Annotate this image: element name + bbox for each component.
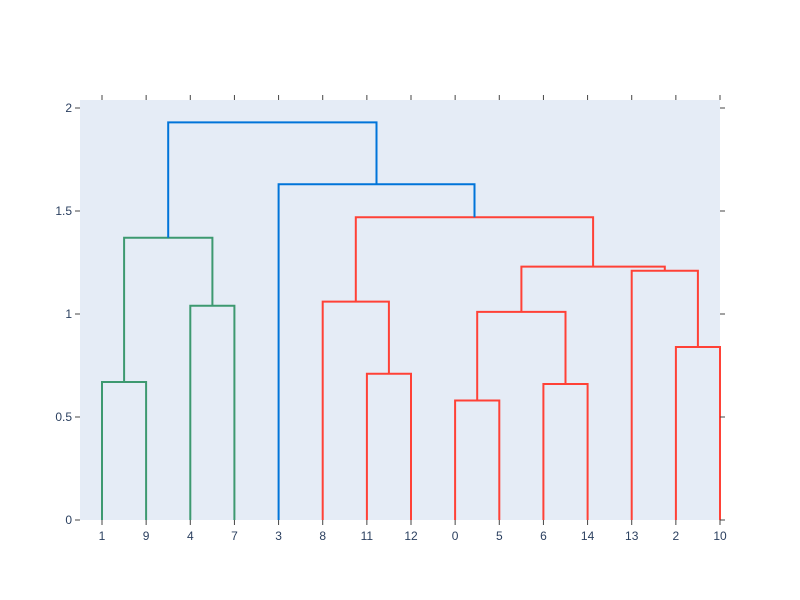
leaf-label-12: 13 <box>625 529 639 543</box>
leaf-label-3: 7 <box>231 529 238 543</box>
leaf-label-10: 6 <box>540 529 547 543</box>
y-tick-label-1: 0.5 <box>55 410 72 424</box>
dendrogram-link-13 <box>167 121 378 238</box>
leaf-label-1: 9 <box>143 529 150 543</box>
leaf-label-4: 3 <box>275 529 282 543</box>
leaf-label-13: 2 <box>673 529 680 543</box>
plot-background <box>80 100 720 520</box>
leaf-label-5: 8 <box>319 529 326 543</box>
y-tick-label-2: 1 <box>65 307 72 321</box>
y-tick-label-0: 0 <box>65 513 72 527</box>
leaf-label-8: 0 <box>452 529 459 543</box>
leaf-label-9: 5 <box>496 529 503 543</box>
leaf-label-11: 14 <box>581 529 595 543</box>
leaf-label-0: 1 <box>99 529 106 543</box>
links-layer <box>101 121 721 520</box>
y-tick-label-4: 2 <box>65 101 72 115</box>
axes-layer: 0 0.5 1 1.5 2 1 9 4 7 3 8 11 12 0 5 6 14 13 2 10 <box>55 95 727 543</box>
leaf-label-14: 10 <box>713 529 727 543</box>
leaf-label-6: 11 <box>361 529 374 543</box>
leaf-label-7: 12 <box>404 529 418 543</box>
leaf-label-2: 4 <box>187 529 194 543</box>
y-tick-label-3: 1.5 <box>55 204 72 218</box>
